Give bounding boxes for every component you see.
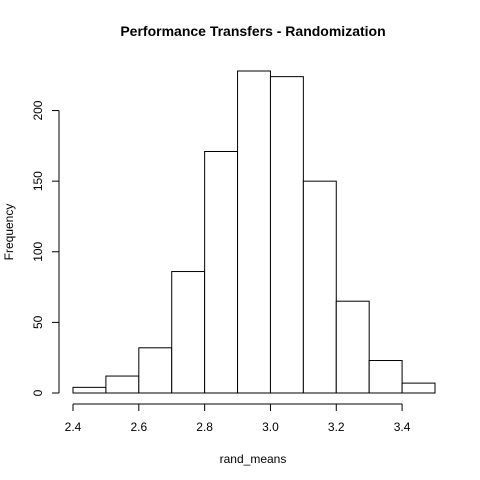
histogram-bar-2 [138, 347, 173, 394]
histogram-bar-0 [72, 386, 107, 394]
histogram-bar-10 [401, 382, 436, 394]
x-tick-label-0: 2.4 [65, 420, 82, 434]
histogram-bar-7 [302, 180, 337, 394]
y-tick-label-3: 150 [31, 171, 45, 191]
histogram-bar-6 [269, 76, 304, 394]
y-axis: 0 50 100 150 200 [31, 100, 60, 396]
y-tick-label-0: 0 [31, 389, 45, 396]
histogram-bar-4 [204, 151, 239, 394]
y-tick-label-4: 200 [31, 100, 45, 120]
y-tick-label-2: 100 [31, 241, 45, 261]
histogram-bar-5 [237, 70, 271, 394]
x-tick-label-5: 3.4 [394, 420, 411, 434]
x-axis: 2.4 2.6 2.8 3.0 3.2 3.4 [65, 403, 411, 434]
x-tick-label-2: 2.8 [196, 420, 213, 434]
histogram-bar-3 [171, 271, 206, 394]
x-tick-label-1: 2.6 [130, 420, 147, 434]
chart-title: Performance Transfers - Randomization [120, 23, 385, 39]
y-axis-title: Frequency [2, 204, 16, 261]
y-tick-label-1: 50 [31, 315, 45, 329]
histogram-bar-1 [105, 375, 140, 394]
bars-layer [72, 70, 436, 394]
x-tick-label-3: 3.0 [262, 420, 279, 434]
histogram-bar-8 [335, 300, 370, 394]
x-tick-label-4: 3.2 [328, 420, 345, 434]
histogram-bar-9 [368, 360, 403, 394]
x-axis-title: rand_means [220, 452, 287, 466]
